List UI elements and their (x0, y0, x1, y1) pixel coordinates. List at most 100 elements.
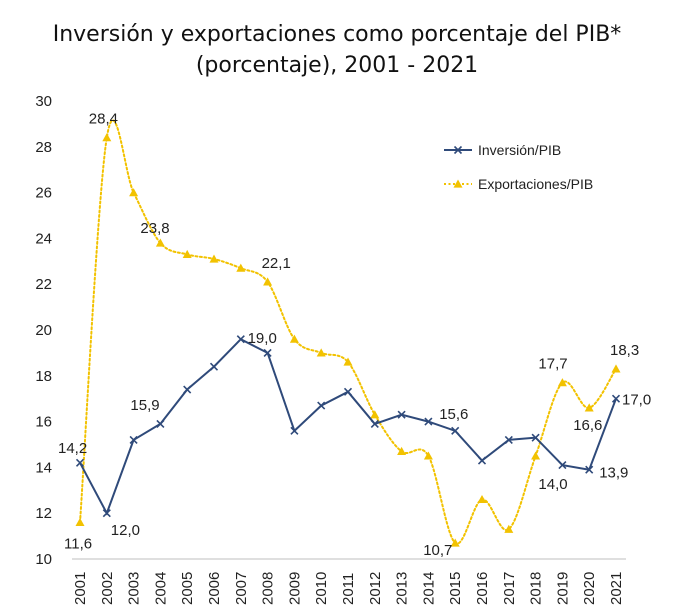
legend-inversion-label: Inversión/PIB (478, 142, 561, 158)
x-tick-label: 2006 (206, 572, 223, 605)
legend-exportaciones-marker (453, 179, 463, 188)
y-tick-label: 18 (35, 368, 52, 385)
inversion-marker-stroke-b (558, 461, 567, 470)
inversion-marker (236, 335, 245, 344)
x-tick-label: 2003 (126, 572, 143, 605)
exportaciones-marker (182, 249, 192, 259)
exportaciones-marker (584, 403, 594, 412)
inversion-marker (263, 348, 272, 357)
x-tick-label: 2009 (286, 572, 303, 605)
exportaciones-marker (209, 254, 219, 263)
x-tick-label: 2020 (581, 572, 598, 605)
y-tick-label: 10 (35, 551, 52, 568)
inversion-marker-stroke-b (343, 387, 353, 396)
exportaciones-data-label: 23,8 (140, 220, 169, 237)
x-tick-label: 2012 (367, 572, 384, 605)
exportaciones-marker (263, 277, 273, 286)
exportaciones-marker (343, 357, 353, 366)
inversion-marker-stroke-b (477, 456, 487, 465)
inversion-marker (585, 465, 594, 474)
x-tick-label: 2014 (420, 572, 437, 605)
inversion-marker-stroke-b (317, 401, 326, 410)
y-tick-label: 30 (35, 93, 52, 110)
y-tick-label: 14 (35, 459, 52, 476)
inversion-data-label: 14,2 (58, 440, 87, 457)
y-tick-label: 26 (35, 185, 52, 202)
x-tick-label: 2010 (313, 572, 330, 605)
exportaciones-marker (370, 410, 380, 419)
exportaciones-marker (477, 494, 487, 504)
inversion-marker (477, 456, 487, 465)
exportaciones-data-label: 10,7 (423, 542, 452, 559)
exportaciones-data-label: 16,6 (573, 417, 602, 434)
inversion-marker-stroke-b (236, 335, 245, 344)
x-tick-label: 2004 (152, 572, 169, 605)
x-tick-label: 2019 (554, 572, 571, 605)
exportaciones-marker (129, 188, 139, 197)
exportaciones-data-label: 28,4 (89, 111, 118, 128)
inversion-marker (75, 458, 85, 467)
exportaciones-data-label: 17,7 (538, 356, 567, 373)
exportaciones-marker (423, 451, 433, 460)
inversion-marker (209, 362, 219, 371)
inversion-marker (102, 509, 111, 518)
inversion-data-label: 12,0 (111, 522, 140, 539)
inversion-data-label: 19,0 (248, 330, 277, 347)
inversion-marker (290, 426, 299, 435)
inversion-data-label: 13,9 (599, 465, 628, 482)
inversion-marker-stroke-b (451, 426, 460, 435)
y-tick-label: 12 (35, 505, 52, 522)
exportaciones-data-label: 11,6 (64, 535, 92, 552)
legend-exportaciones-label: Exportaciones/PIB (478, 176, 593, 192)
inversion-data-label: 15,6 (439, 406, 468, 423)
chart-subtitle: (porcentaje), 2001 - 2021 (195, 53, 479, 78)
y-tick-label: 24 (35, 230, 52, 247)
inversion-marker (424, 417, 433, 426)
inversion-marker-stroke-b (75, 458, 85, 467)
exportaciones-marker (557, 378, 567, 387)
y-tick-label: 22 (35, 276, 52, 293)
exportaciones-marker (236, 263, 246, 272)
inversion-marker-stroke-b (209, 362, 219, 371)
inversion-marker (451, 426, 460, 435)
inversion-marker-stroke-b (397, 410, 406, 419)
y-tick-label: 28 (35, 139, 52, 156)
x-tick-label: 2018 (528, 572, 545, 605)
exportaciones-line (79, 119, 617, 545)
inversion-marker (343, 387, 353, 396)
y-tick-label: 20 (35, 322, 52, 339)
inversion-marker-stroke-b (585, 465, 594, 474)
inversion-marker-stroke-b (504, 435, 513, 444)
inversion-marker-stroke-b (290, 426, 299, 435)
x-tick-label: 2011 (340, 573, 357, 605)
inversion-marker (504, 435, 513, 444)
exportaciones-marker (102, 133, 112, 142)
inversion-data-label: 15,9 (130, 397, 159, 414)
x-tick-label: 2001 (72, 572, 89, 605)
inversion-marker (558, 461, 567, 470)
chart-title: Inversión y exportaciones como porcentaj… (52, 22, 622, 47)
inversion-marker (317, 401, 326, 410)
inversion-marker-stroke-b (263, 348, 272, 357)
legend-inversion-marker (453, 145, 463, 155)
x-tick-label: 2005 (179, 572, 196, 605)
exportaciones-marker (611, 364, 621, 373)
inversion-marker (183, 385, 192, 394)
exportaciones-marker (450, 538, 460, 547)
inversion-marker (611, 394, 621, 403)
exportaciones-marker (289, 334, 299, 343)
exportaciones-marker (531, 451, 541, 460)
inversion-marker-stroke-b (611, 394, 621, 403)
inversion-marker (531, 433, 540, 442)
inversion-marker-stroke-b (370, 419, 379, 428)
inversion-marker-stroke-b (424, 417, 433, 426)
inversion-marker (129, 435, 138, 444)
exportaciones-marker (504, 524, 514, 533)
inversion-data-label: 14,0 (538, 476, 567, 493)
x-tick-label: 2015 (447, 572, 464, 605)
x-tick-label: 2017 (501, 572, 518, 605)
inversion-marker-stroke-b (129, 435, 138, 444)
legend-inversion-marker-stroke-b (453, 145, 463, 155)
